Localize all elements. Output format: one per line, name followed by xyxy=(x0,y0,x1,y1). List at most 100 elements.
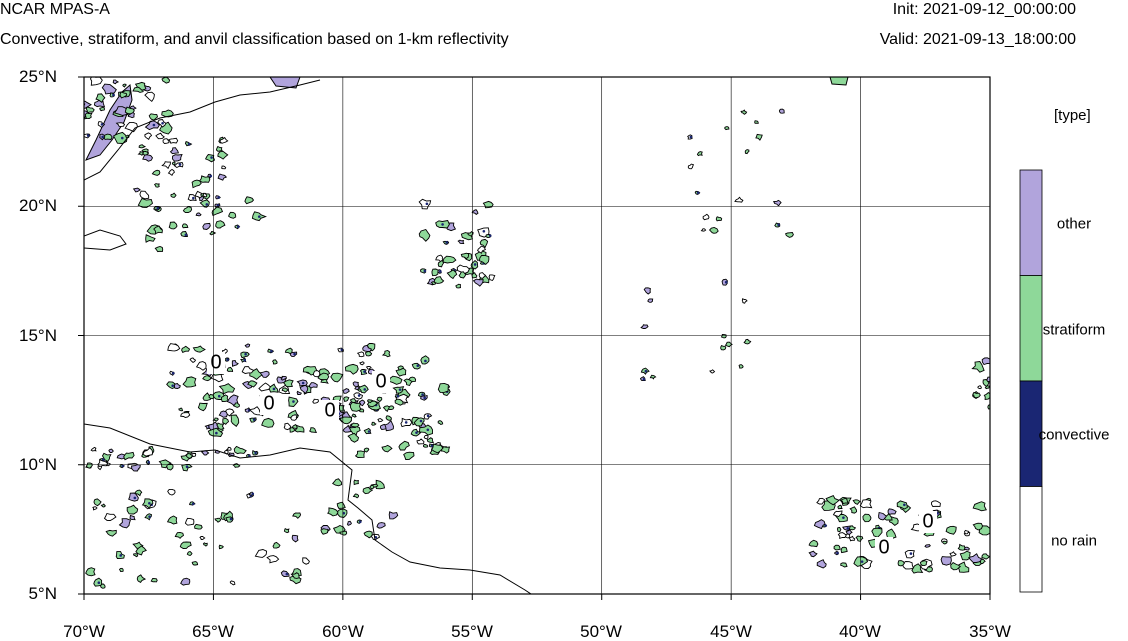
convective-core xyxy=(148,515,151,518)
precip-cell xyxy=(479,254,490,265)
precip-cell xyxy=(416,438,425,445)
precip-cell xyxy=(437,420,444,426)
convective-core xyxy=(171,384,175,388)
precip-cell xyxy=(371,421,377,426)
precip-cell xyxy=(949,551,957,557)
precip-cell xyxy=(153,225,163,235)
precip-cell xyxy=(280,375,288,381)
precip-cell xyxy=(964,529,970,535)
precip-cell xyxy=(153,183,160,188)
precip-cell xyxy=(356,351,365,358)
precip-cell xyxy=(825,495,840,506)
convective-core xyxy=(101,135,104,139)
coastline xyxy=(84,79,532,594)
precip-cell xyxy=(212,417,219,422)
convective-core xyxy=(97,581,101,585)
convective-core xyxy=(301,381,305,385)
precip-cell xyxy=(339,530,348,536)
precip-cell xyxy=(181,345,191,353)
precip-cell xyxy=(221,165,227,170)
precip-cell xyxy=(350,422,360,428)
convective-core xyxy=(272,387,276,391)
precip-cell xyxy=(220,394,229,402)
precip-cell xyxy=(886,528,897,540)
precip-cell xyxy=(161,77,171,84)
precip-cell xyxy=(85,567,96,577)
precip-cell xyxy=(100,583,106,589)
convective-core xyxy=(357,394,361,397)
convective-core xyxy=(404,421,408,424)
precip-cell xyxy=(97,465,103,471)
precip-cell xyxy=(132,187,141,193)
precip-cell xyxy=(191,179,202,189)
precip-cell xyxy=(222,417,230,425)
precip-cell xyxy=(215,220,226,229)
precip-cell xyxy=(403,451,415,460)
precip-cell xyxy=(740,109,748,115)
precip-cell xyxy=(442,255,457,264)
precip-cell xyxy=(92,506,98,511)
precip-cell xyxy=(248,406,263,416)
precip-cell xyxy=(84,100,92,109)
axis-ticks xyxy=(78,76,991,600)
precip-cell xyxy=(708,227,719,234)
legend-label-stratiform: stratiform xyxy=(1042,321,1106,339)
map-frame xyxy=(83,76,991,595)
precip-cell xyxy=(472,278,484,287)
convective-core xyxy=(842,516,845,519)
precip-cell xyxy=(198,175,211,183)
convective-core xyxy=(217,394,221,398)
contour-label: 0 xyxy=(922,510,933,532)
precip-cell xyxy=(367,399,374,404)
precip-cell xyxy=(244,196,255,205)
convective-core xyxy=(147,460,151,464)
precip-cell xyxy=(357,384,369,394)
precip-cell xyxy=(100,503,106,508)
precip-cell xyxy=(720,334,727,339)
precip-cell xyxy=(202,392,213,401)
convective-core xyxy=(426,428,430,432)
init-time: Init: 2021-09-12_00:00:00 xyxy=(892,1,1076,18)
precip-cell xyxy=(169,147,180,155)
precip-cell xyxy=(116,453,126,460)
precip-cell xyxy=(167,168,175,176)
precip-cell xyxy=(85,106,95,114)
convective-core xyxy=(419,419,423,423)
precip-cell xyxy=(332,395,342,402)
precip-cell xyxy=(231,360,239,367)
convective-core xyxy=(292,400,295,403)
convective-core xyxy=(836,551,839,555)
precip-cell xyxy=(134,81,147,91)
lat-label-25n: 25°N xyxy=(19,67,57,86)
legend-swatch-other xyxy=(1019,169,1043,276)
precip-cell xyxy=(957,543,966,551)
convective-core xyxy=(396,394,400,398)
convective-core xyxy=(210,156,213,159)
precip-cell xyxy=(744,149,750,155)
precip-cell xyxy=(813,519,826,530)
convective-core xyxy=(215,431,218,435)
precip-cell xyxy=(199,535,206,541)
precip-cell xyxy=(959,550,971,561)
convective-core xyxy=(86,134,90,137)
precip-cell xyxy=(347,432,360,443)
precip-cell xyxy=(840,546,848,554)
convective-core xyxy=(101,458,105,461)
convective-core xyxy=(119,554,123,557)
precip-cell xyxy=(320,528,329,535)
convective-core xyxy=(229,517,233,521)
convective-core xyxy=(824,524,827,527)
precip-cell xyxy=(833,544,841,551)
precip-cell xyxy=(289,427,297,433)
precip-cell xyxy=(702,213,710,221)
convective-core xyxy=(445,241,449,244)
convective-core xyxy=(192,196,195,200)
precip-cell xyxy=(167,488,176,496)
lon-label-55w: 55°W xyxy=(451,622,493,641)
precip-cell xyxy=(122,83,127,88)
precip-cell xyxy=(312,398,319,404)
precip-cell xyxy=(433,276,445,284)
precip-cell xyxy=(200,450,210,456)
precip-cell xyxy=(154,246,164,253)
